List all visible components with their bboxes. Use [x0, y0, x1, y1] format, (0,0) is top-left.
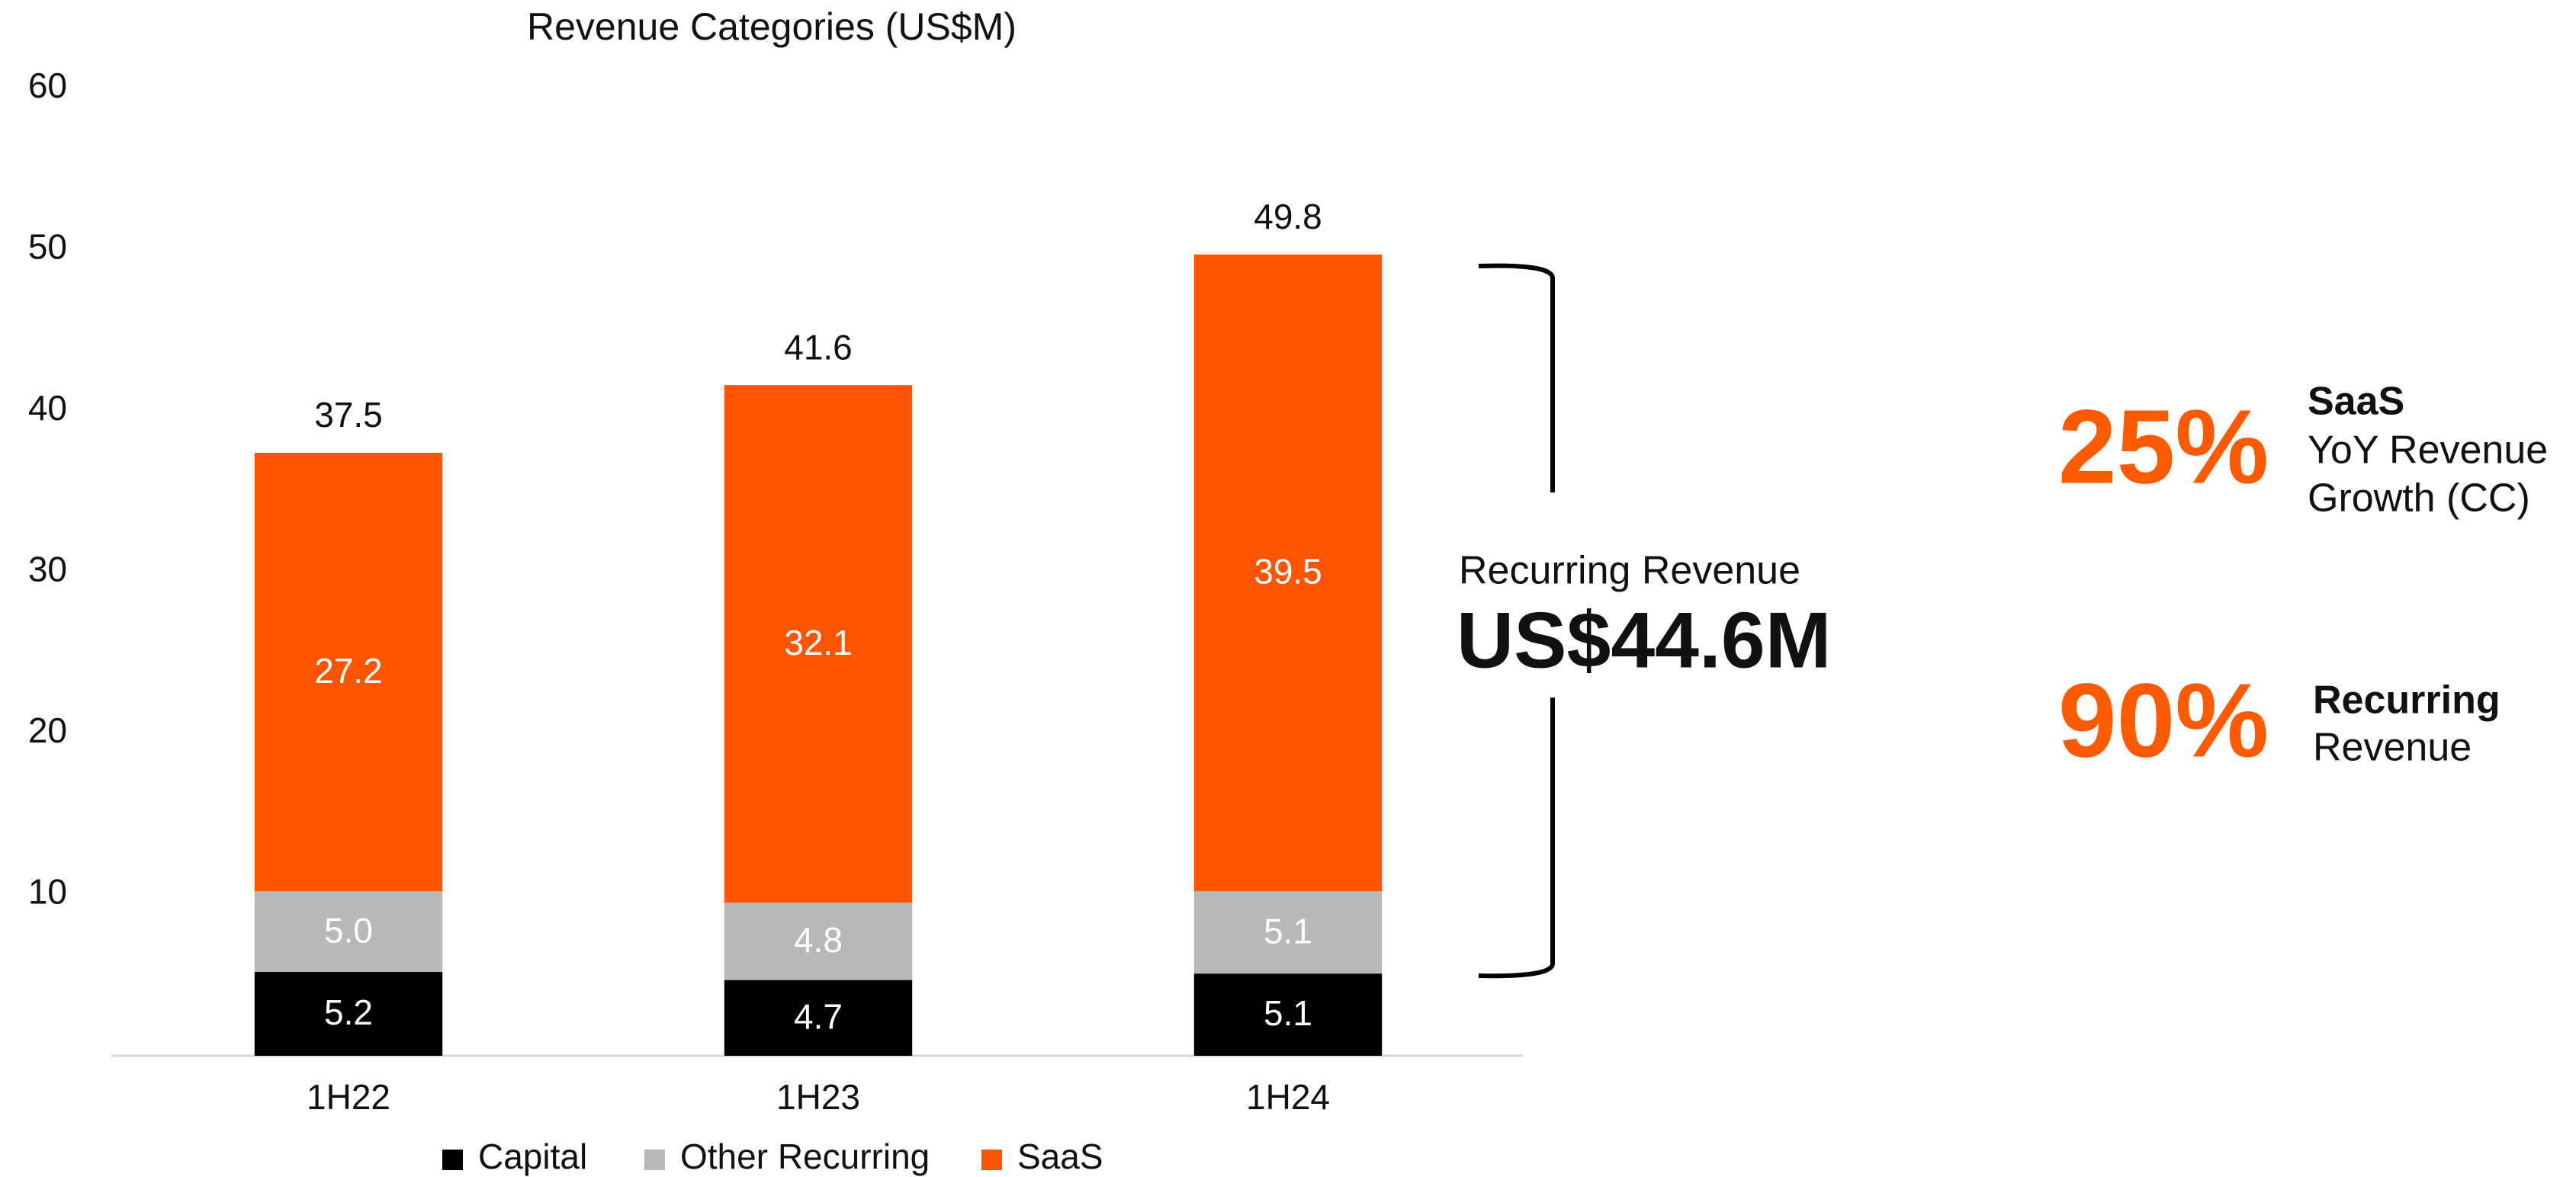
annotation: Revenue [2313, 726, 2472, 770]
annotation: 25% [2058, 388, 2269, 505]
bracket [1478, 263, 1555, 979]
y-tick-label: 30 [28, 550, 67, 589]
total-label: 41.6 [784, 327, 853, 367]
y-tick-label: 40 [28, 388, 67, 428]
data-label: 5.2 [324, 993, 373, 1032]
total-label: 49.8 [1254, 197, 1322, 236]
total-label: 37.5 [314, 395, 383, 435]
x-tick-label: 1H23 [776, 1077, 860, 1117]
bar-segment [254, 452, 443, 892]
annotation: SaaS [2308, 380, 2404, 424]
annotation: Recurring Revenue [1459, 549, 1800, 593]
bar-segment [724, 903, 913, 980]
bar-segment [724, 385, 913, 903]
annotation: Recurring [2313, 678, 2501, 723]
x-tick-label: 1H24 [1246, 1077, 1330, 1117]
x-tick-label: 1H22 [307, 1077, 390, 1117]
y-tick-label: 20 [28, 710, 67, 750]
data-label: 4.7 [794, 996, 843, 1036]
bar-segment [724, 980, 913, 1056]
data-label: 5.0 [324, 910, 373, 950]
bar-segment [254, 891, 443, 973]
bar-segment [1193, 254, 1383, 892]
legend-label: Capital [478, 1137, 587, 1176]
annotation: YoY Revenue [2308, 428, 2548, 473]
legend-swatch [981, 1150, 1002, 1170]
data-label: 5.1 [1264, 993, 1312, 1033]
data-label: 4.8 [794, 920, 843, 960]
bar-segment [1193, 973, 1383, 1056]
bar-segment [1193, 891, 1383, 974]
legend-label: Other Recurring [680, 1137, 930, 1176]
annotation: Growth (CC) [2308, 476, 2530, 521]
y-tick-label: 50 [28, 227, 67, 267]
data-label: 39.5 [1254, 552, 1322, 592]
annotation: 90% [2058, 662, 2269, 779]
legend-label: SaaS [1017, 1137, 1103, 1176]
data-label: 27.2 [314, 651, 383, 691]
legend-swatch [442, 1150, 463, 1170]
y-tick-label: 60 [28, 66, 67, 105]
chart-title: Revenue Categories (US$M) [527, 5, 1017, 48]
legend-swatch [644, 1150, 665, 1170]
data-label: 5.1 [1264, 911, 1312, 951]
annotation: US$44.6M [1457, 596, 1831, 685]
data-label: 32.1 [784, 623, 853, 662]
bar-segment [254, 972, 443, 1056]
y-tick-label: 10 [28, 872, 67, 912]
